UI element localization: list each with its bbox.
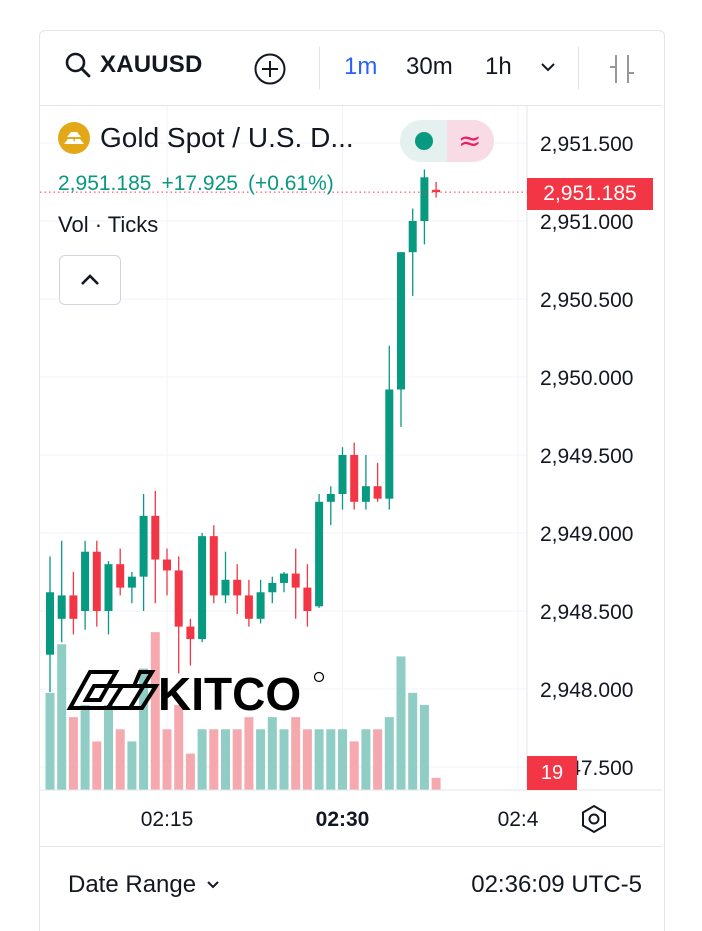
last-price: 2,951.185 — [58, 172, 152, 195]
symbol-description: Gold Spot / U.S. D... — [100, 122, 354, 153]
volume-badge: 19 — [527, 756, 577, 790]
delayed-data-icon: ≈ — [458, 124, 482, 157]
chevron-up-icon — [81, 274, 99, 285]
chart-footer: Date Range 02:36:09 UTC-5 — [40, 846, 662, 901]
date-range-button[interactable]: Date Range — [68, 871, 220, 899]
candles-style-icon[interactable] — [606, 51, 638, 87]
symbol-legend[interactable]: Gold Spot / U.S. D... — [58, 122, 354, 154]
last-price-badge: 2,951.185 — [527, 178, 653, 210]
chart-widget-frame — [39, 30, 665, 931]
gold-bars-icon — [58, 122, 90, 154]
chevron-down-icon[interactable] — [540, 61, 556, 73]
price-quote: 2,951.185 +17.925 (+0.61%) — [58, 172, 334, 196]
price-change-percent: (+0.61%) — [247, 172, 334, 195]
date-range-label: Date Range — [68, 871, 197, 898]
price-change: +17.925 — [161, 172, 238, 195]
timeframe-30m[interactable]: 30m — [406, 53, 453, 80]
volume-legend[interactable]: Vol · Ticks — [58, 212, 159, 237]
market-open-dot-icon — [415, 132, 433, 150]
search-icon — [65, 52, 91, 78]
chart-toolbar: XAUUSD 1m 30m 1h — [40, 31, 662, 106]
compare-add-icon[interactable] — [254, 53, 286, 85]
chevron-down-icon — [207, 881, 219, 889]
timeframe-1h[interactable]: 1h — [485, 53, 512, 80]
timeframe-1m[interactable]: 1m — [344, 53, 378, 80]
market-status-pill[interactable]: ≈ — [400, 120, 494, 162]
clock: 02:36:09 UTC-5 — [471, 871, 642, 898]
toolbar-divider — [319, 47, 320, 89]
symbol-name: XAUUSD — [100, 51, 203, 78]
settings-hexagon-icon[interactable] — [578, 803, 610, 835]
collapse-legend-button[interactable] — [59, 255, 121, 305]
toolbar-divider — [578, 47, 579, 89]
symbol-search[interactable]: XAUUSD — [64, 51, 203, 79]
